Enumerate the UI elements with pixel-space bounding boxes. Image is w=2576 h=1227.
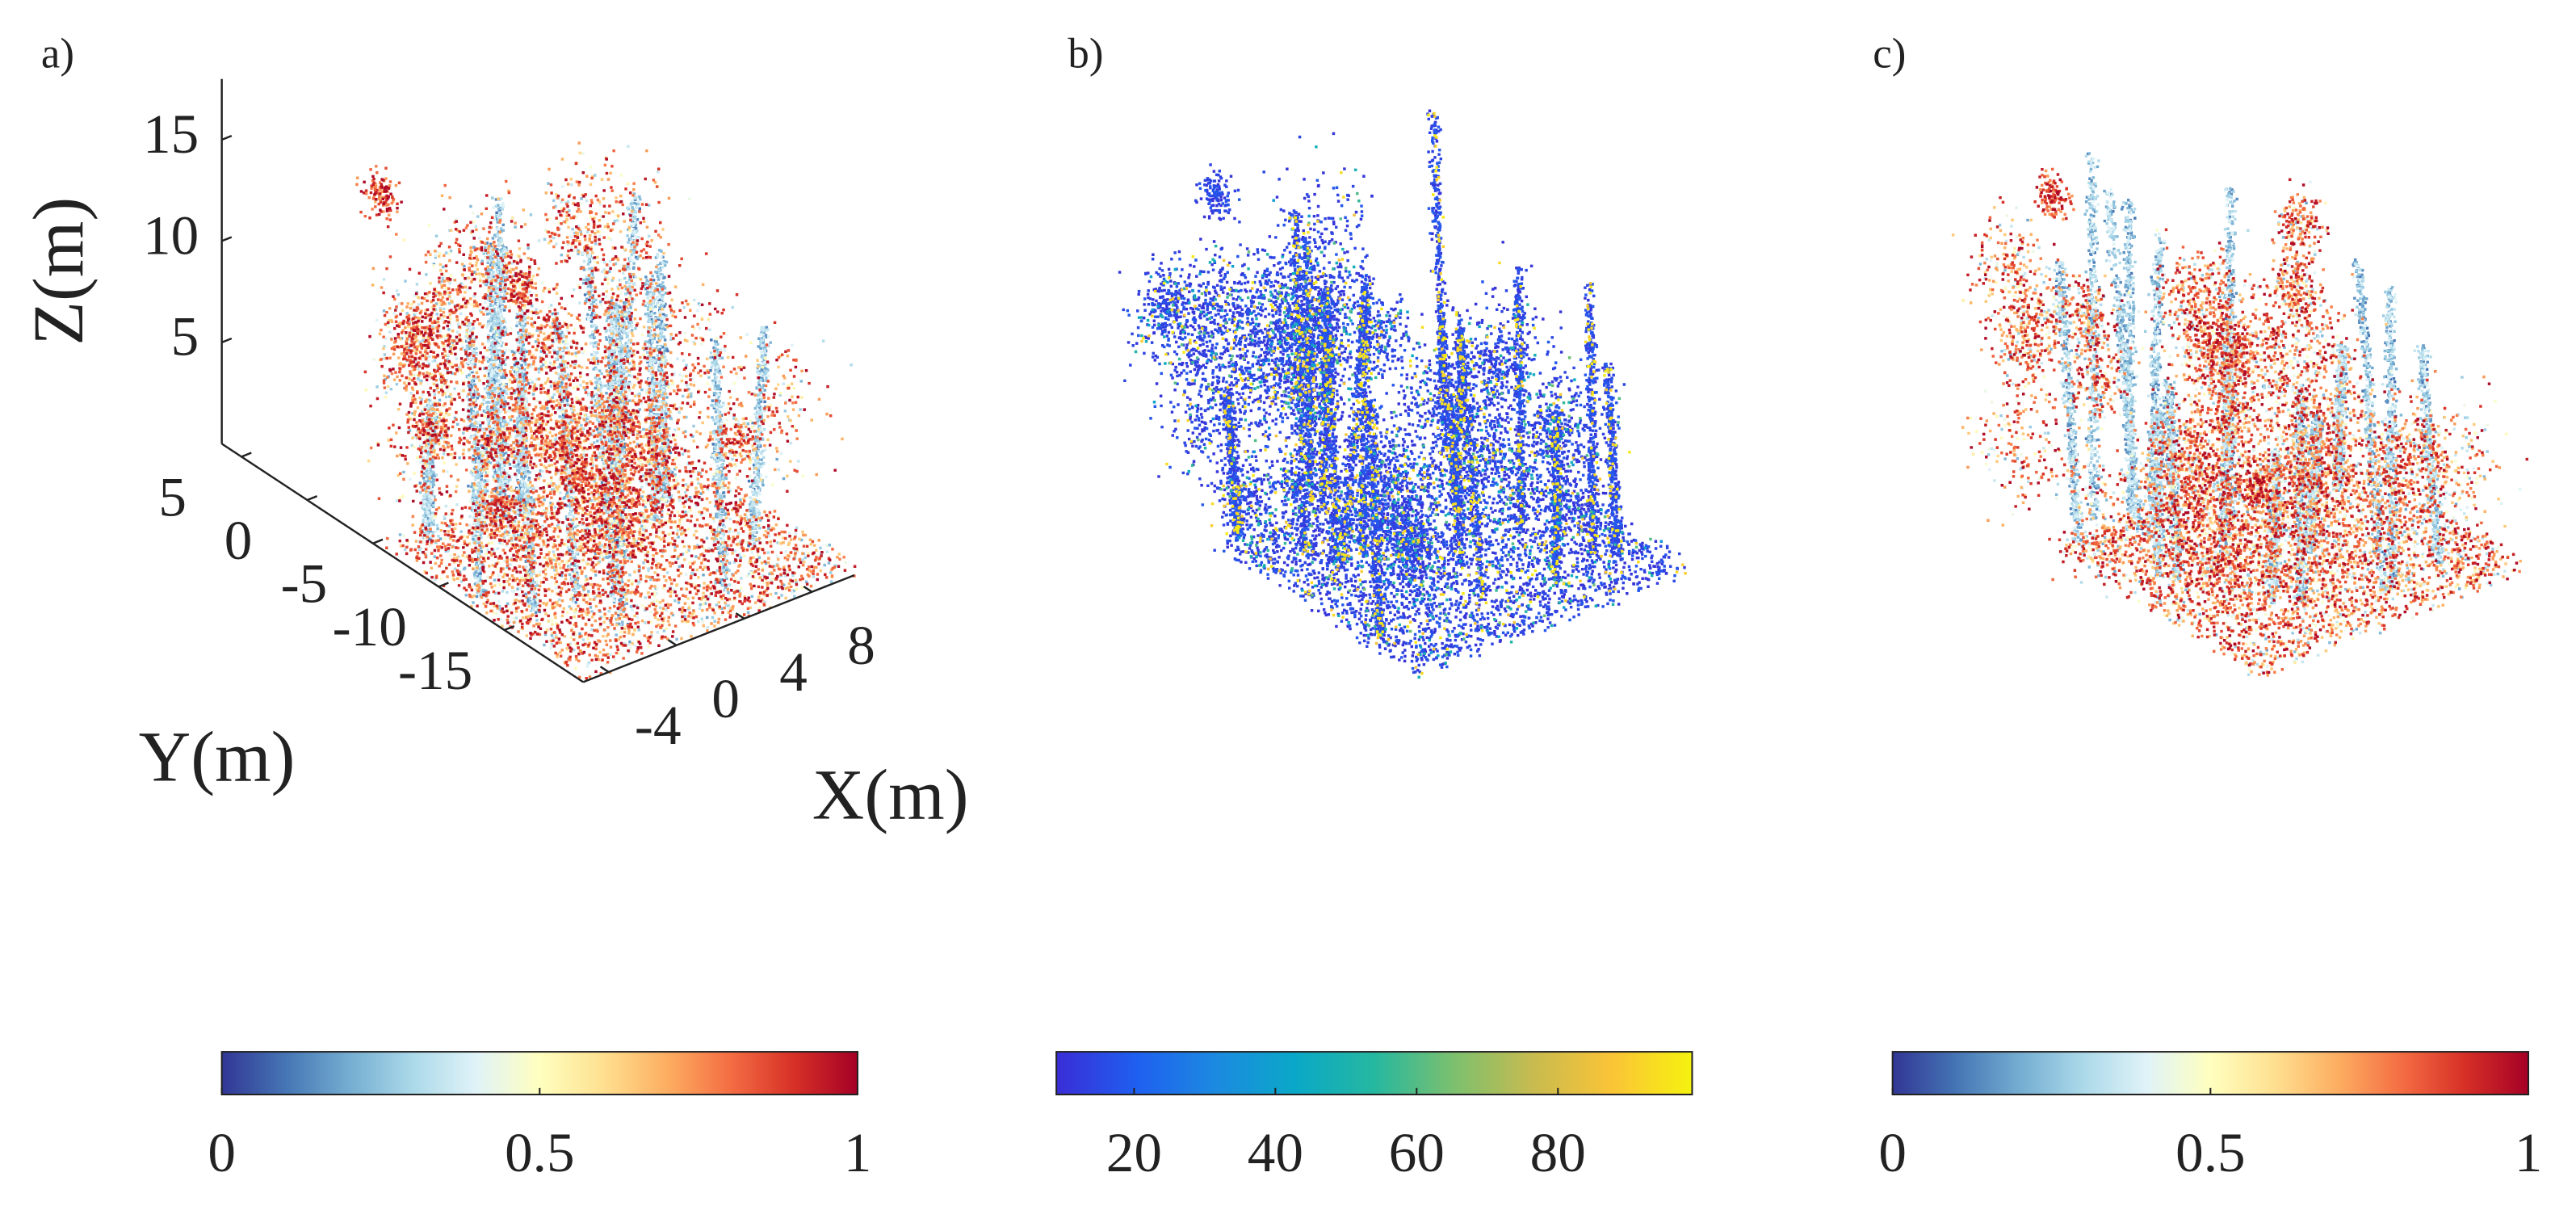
colorbar-tick-label: 1 (2515, 1121, 2543, 1183)
y-tick (241, 452, 252, 458)
y-tick (504, 624, 515, 632)
y-tick-label: 0 (224, 509, 253, 571)
z-axis-label: Z(m) (19, 197, 99, 346)
colorbar-tick-label: 0.5 (2175, 1121, 2245, 1183)
y-tick (372, 538, 384, 544)
point-cloud (1970, 167, 2498, 671)
point-cloud (1979, 206, 2497, 671)
x-tick-label: -4 (635, 694, 682, 756)
point-cloud (1122, 112, 1681, 674)
colorbar-tick-label: 20 (1106, 1121, 1162, 1183)
panel-label: b) (1068, 30, 1103, 77)
colorbar-tick-label: 0 (1878, 1121, 1907, 1183)
point-cloud (376, 162, 841, 664)
x-axis-label: X(m) (812, 754, 969, 834)
point-cloud (359, 165, 833, 658)
y-tick-label: 5 (158, 465, 187, 527)
colorbar (220, 1051, 858, 1095)
y-tick-label: -5 (281, 553, 328, 615)
z-tick (221, 134, 233, 141)
colorbar-tick-label: 40 (1248, 1121, 1303, 1183)
panel-label: c) (1873, 30, 1906, 77)
colorbar-tick-label: 0.5 (505, 1121, 574, 1183)
y-tick-label: -15 (398, 639, 472, 701)
point-cloud (1118, 109, 1686, 672)
x-tick (667, 639, 678, 646)
point-cloud (1961, 184, 2522, 674)
colorbar-tick-label: 1 (844, 1121, 872, 1183)
colorbar-tick-label: 60 (1389, 1121, 1445, 1183)
x-tick-label: 8 (847, 614, 875, 676)
x-axis (582, 574, 855, 683)
colorbar-tick-label: 80 (1530, 1121, 1586, 1183)
y-tick (438, 582, 449, 588)
z-tick (221, 236, 233, 242)
x-tick (599, 666, 610, 673)
x-tick-label: 4 (779, 641, 808, 703)
colorbar (1055, 1051, 1693, 1095)
z-tick-label: 15 (143, 103, 199, 165)
z-tick-label: 5 (171, 305, 199, 368)
point-cloud (382, 145, 829, 656)
y-tick (306, 495, 318, 502)
panel-label: a) (41, 30, 74, 77)
y-axis-label: Y(m) (139, 717, 296, 797)
y-axis (220, 443, 584, 683)
z-tick (221, 337, 233, 344)
x-tick (803, 586, 813, 593)
colorbar-tick-label: 0 (208, 1121, 236, 1183)
z-tick-label: 10 (143, 204, 199, 266)
x-tick (735, 612, 745, 620)
x-tick-label: 0 (711, 667, 740, 729)
y-tick-label: -10 (333, 595, 407, 658)
point-cloud (387, 166, 805, 655)
